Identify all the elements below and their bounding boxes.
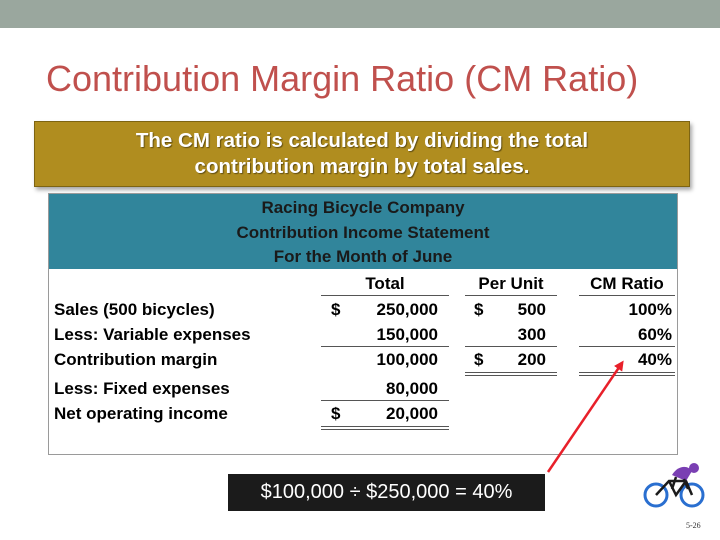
currency-symbol: $ [474, 350, 484, 369]
row-label-fixed-expenses: Less: Fixed expenses [54, 379, 230, 398]
row-label-variable-expenses: Less: Variable expenses [54, 325, 251, 344]
formula-box: $100,000 ÷ $250,000 = 40% [228, 474, 545, 511]
currency-symbol: $ [331, 404, 341, 423]
statement-name: Contribution Income Statement [236, 222, 490, 242]
net-income-rule [321, 400, 449, 401]
definition-banner: The CM ratio is calculated by dividing t… [34, 121, 690, 187]
column-header-per-unit: Per Unit [478, 274, 544, 293]
header-underline-per-unit [465, 295, 557, 296]
variable-expenses-per-unit: 300 [517, 325, 546, 344]
column-header-total: Total [365, 274, 405, 293]
header-underline-cm-ratio [579, 295, 675, 296]
double-rule-total [321, 426, 449, 430]
slide-title: Contribution Margin Ratio (CM Ratio) [46, 58, 639, 99]
subtotal-rule-total [321, 346, 449, 347]
net-operating-income-total: 20,000 [386, 404, 438, 423]
banner-line-2: contribution margin by total sales. [194, 155, 530, 178]
top-bar [0, 0, 720, 28]
row-label-net-operating-income: Net operating income [54, 404, 228, 423]
variable-expenses-total: 150,000 [376, 325, 438, 344]
contribution-margin-per-unit: 200 [517, 350, 546, 369]
double-rule-cm-ratio [579, 372, 675, 376]
banner-line-1: The CM ratio is calculated by dividing t… [135, 129, 589, 152]
currency-symbol: $ [474, 300, 484, 319]
row-label-sales: Sales (500 bicycles) [54, 300, 215, 319]
contribution-margin-ratio: 40% [637, 350, 672, 369]
page-number: 5-26 [686, 521, 701, 530]
company-name: Racing Bicycle Company [261, 198, 465, 217]
sales-per-unit: 500 [517, 300, 546, 319]
sales-ratio: 100% [628, 300, 672, 319]
double-rule-per-unit [465, 372, 557, 376]
fixed-expenses-total: 80,000 [386, 379, 438, 398]
subtotal-rule-per-unit [465, 346, 557, 347]
subtotal-rule-cm-ratio [579, 346, 675, 347]
currency-symbol: $ [331, 300, 341, 319]
sales-total: 250,000 [376, 300, 438, 319]
row-label-contribution-margin: Contribution margin [54, 350, 218, 369]
cyclist-icon [643, 463, 705, 508]
statement-header: Racing Bicycle Company Contribution Inco… [49, 194, 677, 269]
income-statement: Racing Bicycle Company Contribution Inco… [48, 193, 678, 455]
variable-expenses-ratio: 60% [637, 325, 672, 344]
column-header-cm-ratio: CM Ratio [590, 274, 664, 293]
statement-period: For the Month of June [273, 247, 453, 266]
header-underline-total [321, 295, 449, 296]
contribution-margin-total: 100,000 [376, 350, 438, 369]
